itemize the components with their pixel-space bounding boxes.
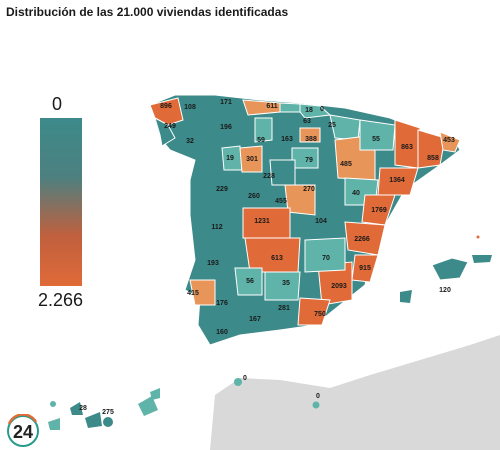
- coruna-region: [149, 97, 184, 126]
- cantabria-region: [279, 102, 301, 113]
- canary-island-7: [50, 401, 56, 407]
- north-africa-land: [210, 335, 500, 450]
- alicante-area: [351, 254, 379, 283]
- province-value: 2093: [331, 283, 347, 290]
- province-value: 611: [266, 103, 277, 110]
- province-value: 229: [216, 186, 228, 193]
- canary-island-1: [70, 402, 83, 415]
- province-value: 70: [322, 255, 330, 262]
- province-value: 79: [305, 157, 313, 164]
- menorca-point: [476, 235, 480, 239]
- province-value: 120: [439, 287, 451, 294]
- province-value: 18: [305, 107, 313, 114]
- legend-max-label: 2.266: [38, 290, 84, 310]
- province-value: 275: [102, 409, 114, 416]
- province-value: 163: [281, 136, 293, 143]
- jaen-area: [234, 267, 263, 296]
- province-value: 858: [427, 155, 439, 162]
- province-value: 863: [401, 144, 413, 151]
- province-value: 0: [243, 375, 247, 382]
- svg-text:24: 24: [13, 422, 33, 442]
- province-value: 193: [207, 260, 219, 267]
- tarragona-area: [377, 167, 419, 196]
- province-value: 613: [271, 255, 283, 262]
- province-value: 196: [220, 124, 232, 131]
- province-value: 28: [79, 405, 87, 412]
- province-value: 388: [305, 136, 317, 143]
- province-value: 249: [164, 123, 176, 130]
- province-value: 25: [328, 122, 336, 129]
- province-value: 59: [257, 137, 265, 144]
- canary-island-4: [103, 417, 113, 427]
- province-value: 455: [275, 198, 287, 205]
- province-value: 32: [186, 138, 194, 145]
- girona-area: [439, 131, 461, 153]
- canary-island-3: [85, 412, 102, 428]
- province-value: 270: [303, 186, 315, 193]
- mallorca-island: [431, 257, 469, 281]
- province-value: 260: [248, 193, 260, 200]
- province-value: 281: [278, 305, 290, 312]
- canary-island-5: [138, 396, 158, 416]
- pontevedra-region: [154, 116, 176, 147]
- province-value: 167: [249, 316, 261, 323]
- province-value: 112: [211, 224, 222, 231]
- province-value: 176: [216, 300, 228, 307]
- province-value: 750: [314, 311, 326, 318]
- province-value: 56: [246, 278, 254, 285]
- province-value: 1769: [371, 207, 387, 214]
- basque-region: [299, 103, 332, 119]
- province-value: 108: [184, 104, 196, 111]
- province-value: 0: [320, 106, 324, 113]
- ceuta-dot: [234, 378, 242, 386]
- albacete-area: [304, 237, 346, 273]
- province-value: 1364: [389, 177, 405, 184]
- province-value: 896: [160, 103, 172, 110]
- province-value: 63: [303, 118, 311, 125]
- larioja-area: [299, 127, 321, 143]
- ibiza-island: [400, 290, 412, 303]
- almeria-area: [297, 297, 331, 326]
- province-value: 104: [315, 218, 327, 225]
- palencia-area: [239, 145, 263, 173]
- province-value: 55: [372, 136, 380, 143]
- map-title: Distribución de las 21.000 viviendas ide…: [6, 5, 289, 19]
- province-value: 160: [216, 329, 228, 336]
- legend-min-label: 0: [52, 94, 63, 114]
- province-value: 228: [263, 173, 275, 180]
- granada-area: [264, 271, 301, 301]
- burgos-area: [254, 117, 273, 143]
- province-value: 19: [226, 155, 234, 162]
- huelva-area: [189, 279, 216, 306]
- province-value: 40: [352, 190, 360, 197]
- avila-area: [284, 184, 316, 216]
- huesca-area: [359, 119, 396, 151]
- province-value: 2266: [354, 236, 370, 243]
- province-value: 485: [340, 161, 352, 168]
- canary-island-2: [48, 418, 60, 430]
- province-value: 453: [443, 137, 455, 144]
- province-value: 0: [316, 393, 320, 400]
- legend-color-scale: [40, 118, 82, 286]
- logo-24-icon: 24: [7, 414, 39, 447]
- province-value: 1231: [254, 218, 270, 225]
- menorca-island: [472, 255, 492, 263]
- province-value: 35: [282, 280, 290, 287]
- province-value: 415: [187, 290, 199, 297]
- canary-island-6: [150, 388, 160, 400]
- melilla-dot: [312, 401, 320, 409]
- province-value: 915: [359, 265, 371, 272]
- barcelona-area: [417, 129, 446, 169]
- province-value: 171: [220, 99, 232, 106]
- province-value: 301: [246, 156, 258, 163]
